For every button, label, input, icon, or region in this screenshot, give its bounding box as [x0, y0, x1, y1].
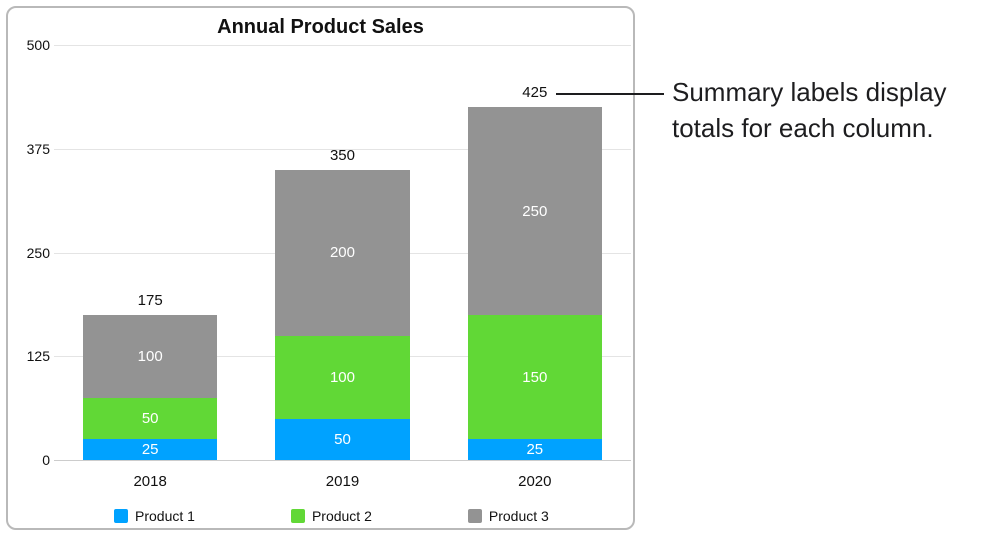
bar-column-2019: 350 200 100 50 2019: [246, 45, 438, 490]
y-tick-label-0: 0: [42, 452, 50, 468]
y-axis-labels: 500 375 250 125 0: [16, 37, 50, 468]
x-tick-label-2019: 2019: [325, 473, 360, 490]
legend-swatch-icon: [467, 509, 482, 523]
segment-value-label: 250: [522, 202, 548, 220]
legend: Product 1 Product 2 Product 3: [114, 508, 623, 524]
gridline-0: [54, 460, 631, 461]
segment-product-1-2020: 25: [467, 439, 603, 460]
legend-label: Product 1: [135, 508, 195, 524]
bar-column-2020: 425 250 150 25 2020: [439, 45, 631, 490]
legend-swatch-icon: [114, 509, 128, 523]
segment-product-1-2018: 25: [82, 439, 218, 460]
segment-product-2-2019: 100: [275, 335, 410, 419]
segment-value-label: 50: [141, 410, 159, 427]
total-label-2020: 425: [522, 84, 548, 102]
total-label-2018: 175: [137, 291, 163, 309]
segment-product-2-2018: 50: [82, 397, 218, 440]
stacked-bar-2019: 350 200 100 50: [275, 147, 410, 460]
y-tick-label-375: 375: [26, 140, 50, 157]
gridline-500: [54, 45, 631, 46]
segment-product-2-2020: 150: [467, 314, 603, 440]
segment-value-label: 100: [329, 368, 355, 386]
annotation-connector-line: [556, 93, 664, 95]
segment-value-label: 50: [334, 430, 351, 448]
x-tick-label-2018: 2018: [133, 473, 167, 490]
bars: 175 100 50 25 2018 350 200 100 50 2019 425 250 150 25…: [54, 45, 631, 490]
legend-item-product-2: Product 2: [290, 508, 372, 524]
x-tick-label-2020: 2020: [518, 473, 552, 490]
annotation-line-2: totals for each column.: [672, 113, 934, 143]
segment-value-label: 200: [329, 244, 355, 261]
gridline-375: [54, 148, 631, 150]
legend-label: Product 2: [311, 508, 372, 524]
legend-item-product-3: Product 3: [467, 508, 549, 524]
total-label-2019: 350: [329, 146, 355, 164]
plot-area: 175 100 50 25 2018 350 200 100 50 2019 425 250 150 25…: [54, 45, 631, 490]
annotation-line-1: Summary labels display: [672, 77, 947, 107]
chart-title: Annual Product Sales: [217, 16, 424, 38]
legend-item-product-1: Product 1: [114, 508, 195, 524]
segment-product-3-2019: 200: [275, 169, 410, 336]
legend-label: Product 3: [488, 508, 549, 524]
segment-value-label: 25: [526, 441, 544, 459]
bar-column-2018: 175 100 50 25 2018: [54, 45, 246, 490]
y-tick-label-500: 500: [26, 37, 50, 53]
stacked-bar-2018: 175 100 50 25: [82, 292, 218, 460]
y-tick-label-125: 125: [26, 348, 50, 365]
segment-value-label: 100: [137, 347, 163, 365]
segment-value-label: 150: [522, 368, 548, 386]
chart-frame: Annual Product Sales 175 100 50 25 2018 350 20…: [6, 6, 635, 530]
segment-product-3-2018: 100: [82, 314, 218, 398]
y-tick-label-250: 250: [26, 244, 50, 261]
segment-value-label: 25: [141, 441, 159, 459]
annotation-text: Summary labels display totals for each c…: [672, 74, 982, 146]
stacked-bar-2020: 425 250 150 25: [467, 84, 603, 460]
segment-product-3-2020: 250: [467, 107, 603, 315]
segment-product-1-2019: 50: [275, 418, 410, 460]
legend-swatch-icon: [290, 509, 305, 523]
